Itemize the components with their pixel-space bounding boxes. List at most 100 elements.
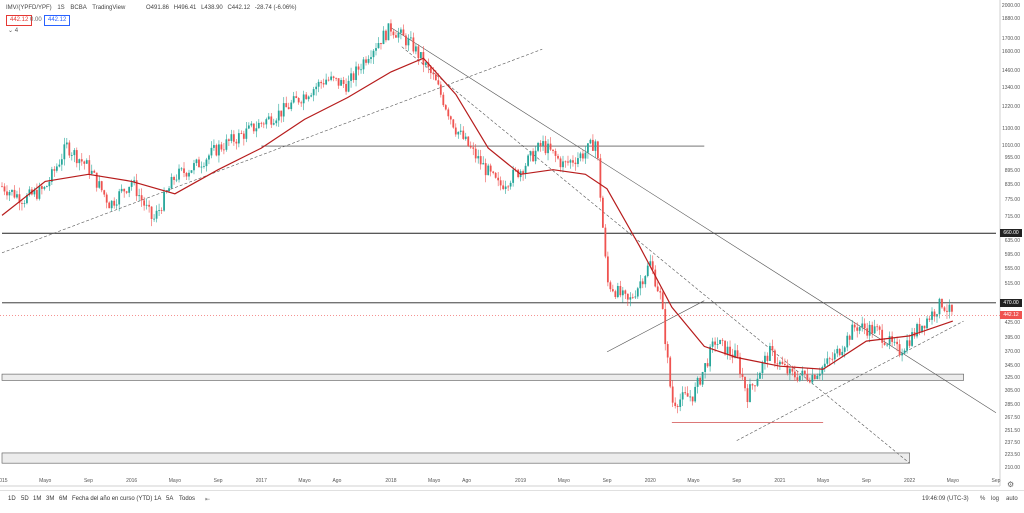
y-tick-label: 267.50: [1004, 415, 1020, 422]
candle-body: [6, 191, 8, 196]
date-range-icon[interactable]: ⇤: [205, 497, 211, 503]
x-tick-label: 2015: [0, 478, 8, 484]
y-tick-label: 955.00: [1004, 154, 1020, 161]
candle-body: [574, 162, 577, 165]
range-6m[interactable]: 6M: [59, 496, 68, 502]
candle-body: [342, 80, 345, 84]
candle-body: [726, 346, 729, 355]
candle-body: [861, 323, 864, 328]
y-tick-label: 555.00: [1004, 265, 1020, 272]
buy-price-badge[interactable]: 442.12: [44, 15, 71, 26]
candle-body: [651, 261, 654, 270]
candle-body: [143, 200, 146, 206]
candle-body: [554, 150, 557, 156]
interval-label[interactable]: 1S: [57, 5, 65, 11]
gear-icon[interactable]: ⚙: [1007, 480, 1015, 489]
log-toggle[interactable]: log: [991, 496, 1000, 502]
candle-body: [457, 131, 460, 135]
range-5a[interactable]: 5A: [166, 496, 174, 502]
candle-body: [639, 281, 642, 289]
range-1d[interactable]: 1D: [8, 496, 16, 502]
clock-time[interactable]: 19:46:09 (UTC-3): [922, 496, 969, 502]
range-1a[interactable]: 1A: [154, 496, 162, 502]
range-ytd[interactable]: Fecha del año en curso (YTD): [72, 496, 153, 502]
candle-body: [808, 379, 811, 383]
horizontal-levels: [2, 145, 996, 423]
candle-body: [741, 374, 744, 377]
candle-body: [36, 190, 38, 199]
candle-body: [50, 169, 53, 182]
candle-body: [616, 285, 619, 298]
range-5d[interactable]: 5D: [21, 496, 29, 502]
candle-body: [410, 37, 412, 39]
candle-body: [75, 150, 78, 164]
candle-body: [641, 281, 644, 285]
candle-body: [709, 346, 712, 367]
x-tick-label: Sep: [602, 478, 612, 484]
symbol-label[interactable]: IMV/(YPFD/YPF): [6, 5, 52, 11]
candle-body: [138, 195, 141, 197]
candle-body: [901, 353, 903, 356]
auto-toggle[interactable]: auto: [1006, 496, 1018, 502]
chevron-down-icon: ⌄: [8, 28, 15, 34]
candle-body: [195, 159, 198, 164]
price-axis[interactable]: 2000.00 1880.00 1700.00 1600.00 1460.00 1340.…: [1000, 0, 1024, 486]
candle-body: [173, 177, 175, 180]
candle-body: [826, 358, 829, 364]
trendline-1: [1, 48, 543, 254]
candle-body: [572, 160, 574, 163]
candle-body: [427, 62, 430, 68]
x-tick-label: Sep: [861, 478, 871, 484]
candle-body: [706, 363, 709, 367]
range-all[interactable]: Todos: [179, 496, 196, 502]
candle-body: [11, 189, 13, 192]
candle-body: [434, 74, 437, 81]
candle-body: [1, 186, 3, 188]
indicator-count[interactable]: ⌄ 4: [8, 27, 18, 34]
candle-body: [734, 350, 736, 358]
candle-body: [237, 133, 240, 144]
candle-body: [656, 286, 659, 292]
candle-body: [823, 363, 826, 367]
candle-body: [3, 186, 6, 192]
candle-body: [105, 194, 108, 203]
candle-body: [158, 210, 160, 211]
y-tick-label: 237.50: [1004, 439, 1020, 446]
candle-body: [916, 324, 918, 337]
candle-body: [592, 139, 594, 151]
candle-body: [803, 370, 806, 375]
candle-body: [33, 190, 36, 195]
candle-body: [325, 79, 328, 85]
candle-body: [878, 326, 881, 330]
x-tick-label: 2022: [904, 478, 916, 484]
change-value: -28.74 (-6.06%): [254, 5, 297, 11]
y-tick-label: 715.00: [1004, 213, 1020, 220]
x-tick-label: Ago: [462, 478, 472, 484]
candle-body: [906, 340, 908, 351]
candle-body: [711, 341, 714, 347]
candle-body: [532, 151, 534, 162]
candle-body: [365, 59, 367, 63]
candle-body: [335, 77, 338, 79]
support-zones: [1, 373, 964, 464]
candle-body: [838, 348, 841, 356]
candle-body: [377, 43, 380, 49]
candle-body: [185, 172, 188, 177]
range-1m[interactable]: 1M: [33, 496, 42, 502]
candle-body: [818, 373, 821, 376]
range-3m[interactable]: 3M: [46, 496, 55, 502]
sell-price-badge[interactable]: 442.12: [6, 15, 33, 26]
candle-body: [449, 116, 452, 120]
candle-body: [848, 335, 851, 340]
candle-body: [432, 73, 435, 75]
x-tick-label: 2021: [774, 478, 786, 484]
candle-body: [213, 145, 215, 148]
candle-body: [666, 344, 669, 358]
percent-toggle[interactable]: %: [980, 496, 986, 502]
candle-body: [679, 399, 682, 407]
candle-body: [454, 127, 457, 135]
candle-body: [629, 297, 632, 300]
candle-body: [714, 341, 716, 345]
